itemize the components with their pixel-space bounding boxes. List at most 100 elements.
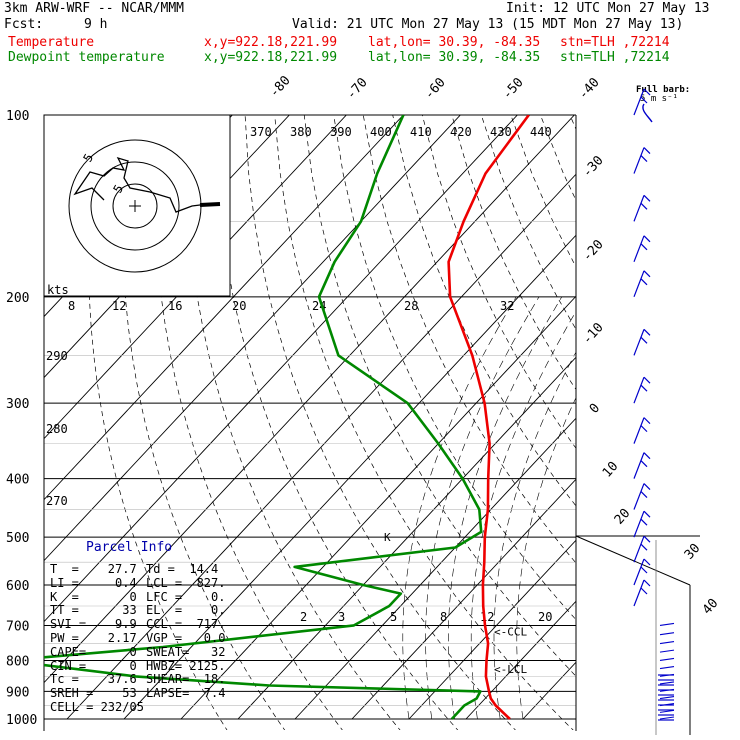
dewpoint-legend-name: Dewpoint temperature (8, 50, 165, 65)
dry-adiabat-line (540, 115, 576, 202)
wind-barb (633, 452, 645, 479)
dry-adiabat-line (244, 115, 516, 730)
mixing-ratio-label: 12 (480, 610, 494, 624)
parcel-info-value: SVI = 9.9 (50, 617, 137, 632)
wind-barb (633, 195, 645, 222)
wind-barb (640, 243, 648, 251)
isotherm-line (44, 115, 347, 440)
dry-adiabat-line (688, 115, 740, 732)
wind-barb (659, 632, 675, 636)
parcel-info-value: LI = 0.4 (50, 575, 137, 590)
wind-barb (633, 510, 645, 538)
parcel-info-value: LFC = 0. (146, 589, 226, 604)
wind-barb (643, 235, 651, 243)
forecast-label: Fcst: (4, 17, 44, 32)
dry-adiabat-label: 290 (46, 349, 68, 363)
isotherm-label: -50 (500, 75, 527, 102)
mixing-ratio-label: 2 (300, 610, 307, 624)
wind-barb (643, 270, 651, 278)
mixing-ratio-label: 12 (112, 299, 126, 313)
pressure-tick-label: 400 (6, 473, 29, 488)
pressure-tick-label: 100 (6, 109, 29, 124)
isotherm-line (465, 600, 576, 720)
parcel-info-value: HWBZ= 2125. (146, 658, 226, 673)
wind-barb (640, 491, 648, 498)
pressure-tick-label: 700 (6, 619, 29, 634)
valid-time: Valid: 21 UTC Mon 27 May 13 (15 MDT Mon … (292, 17, 684, 32)
isotherm-label: -80 (267, 73, 294, 100)
isotherm-line (351, 478, 576, 720)
isotherm-line (408, 539, 576, 720)
wind-barb (643, 483, 651, 490)
barb-note: Full barb: (636, 85, 691, 95)
wind-barb (633, 147, 645, 174)
isotherm-line (637, 115, 740, 719)
hodograph-ring (112, 183, 158, 229)
isotherm-label: -20 (580, 237, 607, 264)
theta-label: 430 (490, 125, 512, 139)
wind-barb (659, 709, 675, 713)
parcel-info-value: Tc = 37.6 (50, 672, 137, 687)
isotherm-line (44, 115, 518, 623)
mixing-ratio-label: 32 (500, 299, 514, 313)
wind-barb (633, 329, 645, 356)
temperature-legend-name: Temperature (8, 35, 95, 50)
wind-barb (659, 681, 675, 685)
parcel-info-value: CCL = 717. (146, 617, 226, 632)
pressure-tick-label: 200 (6, 291, 29, 306)
wind-barb (659, 649, 675, 653)
theta-label: 440 (530, 125, 552, 139)
theta-label: 420 (450, 125, 472, 139)
wind-panel-border (575, 535, 691, 586)
dry-adiabat-line (659, 115, 740, 732)
wind-barb (640, 278, 648, 286)
wind-barb (643, 452, 651, 460)
init-time: Init: 12 UTC Mon 27 May 13 (506, 1, 710, 16)
isotherm-label: 20 (612, 506, 634, 528)
dry-adiabat-line (274, 115, 574, 730)
wind-barb (640, 384, 648, 392)
parcel-info-value: T = 27.7 (50, 562, 137, 576)
dry-adiabat-line (153, 115, 343, 730)
wind-barb (659, 622, 675, 626)
hodograph-ring (90, 161, 180, 251)
wind-barb (633, 535, 645, 563)
wind-barb (633, 417, 645, 444)
hodograph-trace (73, 156, 220, 213)
hodograph-trace-end (199, 202, 221, 207)
isotherm-label: -60 (422, 75, 449, 102)
temperature-profile (447, 115, 530, 720)
moist-adiabat-line (448, 296, 563, 720)
sounding-annotation: <-CCL (494, 626, 527, 639)
pressure-tick-label: 1000 (6, 713, 37, 728)
wind-barb (640, 155, 648, 162)
wind-barb (643, 558, 651, 566)
temperature-legend-xy: x,y=922.18,221.99 (204, 35, 338, 50)
pressure-tick-label: 800 (6, 654, 29, 669)
parcel-info-value: Td = 14.4 (146, 562, 219, 576)
dry-adiabat-line (451, 115, 576, 391)
dry-adiabat-label: 280 (46, 422, 68, 436)
moist-adiabat-line (493, 351, 576, 720)
parcel-info-value: SREH = 53 (50, 686, 137, 701)
parcel-info-value: PW = 2.17 (50, 631, 137, 645)
isotherm-label: -70 (344, 75, 371, 102)
isotherm-label: -40 (576, 75, 603, 102)
mixing-ratio-label: 28 (404, 299, 418, 313)
parcel-info-value: LCL = 827. (146, 575, 226, 590)
wind-barb (633, 88, 645, 116)
sounding-annotation: <-LCL (494, 663, 527, 676)
wind-barb (640, 543, 648, 551)
wind-barb (633, 483, 645, 510)
dry-adiabat-line (121, 115, 286, 730)
wind-barb (659, 640, 675, 645)
dry-adiabat-line (362, 115, 576, 564)
temperature-legend-latlon: lat,lon= 30.39, -84.35 (368, 35, 541, 50)
isotherm-line (580, 115, 740, 719)
wind-barb (633, 579, 645, 607)
wind-barb (640, 518, 648, 526)
isotherm-line (44, 115, 404, 501)
parcel-marker: K (384, 531, 391, 544)
isotherm-label: -30 (580, 153, 607, 180)
